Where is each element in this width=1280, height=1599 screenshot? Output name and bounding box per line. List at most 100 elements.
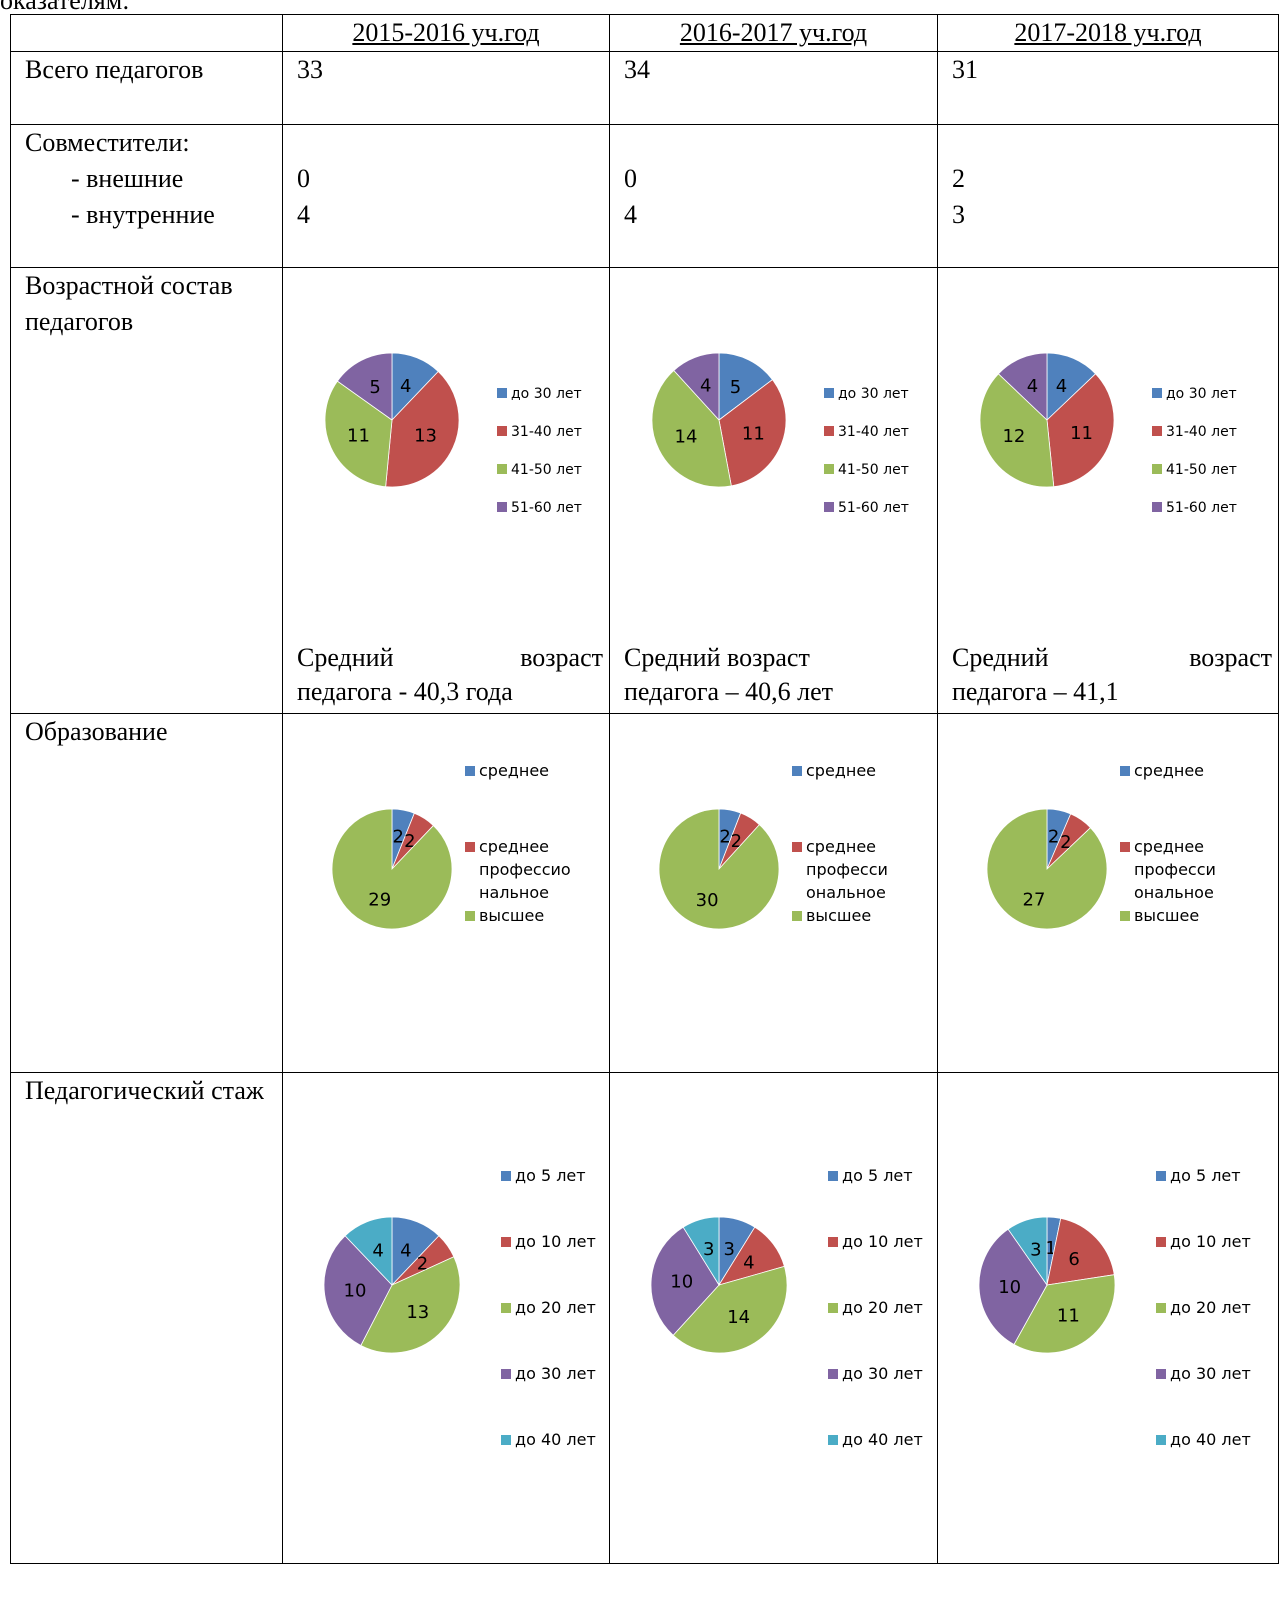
legend-label: среднее — [806, 761, 876, 780]
age-label: Возрастной состав педагогов — [10, 267, 283, 714]
data-label: 2 — [404, 831, 415, 852]
data-label: 1 — [1045, 1238, 1056, 1259]
exp-cell-3: 1 6 11 10 3 до 5 лет до 10 лет до 20 лет до 30 л… — [937, 1072, 1279, 1564]
legend-swatch — [501, 1369, 511, 1379]
exp-cell-2: 3 4 14 10 3 до 5 лет до 10 лет до 20 лет до 30 л… — [609, 1072, 938, 1564]
legend-swatch — [1156, 1237, 1166, 1247]
data-label: 13 — [406, 1302, 429, 1323]
pie-slice — [651, 369, 732, 488]
data-label: 10 — [344, 1280, 367, 1301]
edu-cell-1: 2 2 29 среднее среднее профессио нальное высшее — [282, 713, 610, 1073]
combo-external-1: 0 — [297, 164, 310, 193]
legend-swatch — [828, 1237, 838, 1247]
legend-label: до 5 лет — [842, 1166, 913, 1185]
age-chart-3: 4 11 12 4 до 30 лет 31-40 лет 41-50 лет 51-60 л… — [979, 352, 1237, 516]
header-year-1: 2015-2016 уч.год — [282, 14, 610, 52]
legend-swatch — [465, 766, 475, 776]
age-average-1-word2: возраст — [520, 643, 603, 672]
legend-label: высшее — [806, 906, 871, 925]
header-year-3-text: 2017-2018 уч.год — [1014, 18, 1202, 47]
intro-text: оказателям: — [0, 0, 130, 15]
legend-label: до 10 лет — [515, 1232, 596, 1251]
legend-label: до 30 лет — [842, 1364, 923, 1383]
exp-label: Педагогический стаж — [10, 1072, 283, 1564]
total-label: Всего педагогов — [10, 51, 283, 125]
legend-label: до 40 лет — [515, 1430, 596, 1449]
legend-swatch — [1152, 502, 1162, 512]
age-chart-2: 5 11 14 4 до 30 лет 31-40 лет 41-50 лет 51-60 л… — [651, 352, 909, 516]
edu-label: Образование — [10, 713, 283, 1073]
data-label: 4 — [700, 376, 711, 397]
pie-slice — [650, 1226, 720, 1336]
age-average-1-word1: Средний — [297, 643, 394, 672]
legend-swatch — [824, 426, 834, 436]
pie-slice — [323, 1235, 393, 1346]
pie-slice — [344, 1216, 393, 1286]
edu-chart-2: 2 2 30 среднее среднее професси ональное высшее — [658, 761, 888, 930]
legend-swatch — [1120, 766, 1130, 776]
data-label: 4 — [400, 1240, 411, 1261]
data-label: 10 — [670, 1272, 693, 1293]
legend-label: до 10 лет — [842, 1232, 923, 1251]
total-value-1: 33 — [282, 51, 610, 125]
pie-slice — [718, 379, 787, 487]
combo-external-label: - внешние — [71, 164, 184, 193]
header-year-1-text: 2015-2016 уч.год — [352, 18, 540, 47]
legend-label: высшее — [479, 906, 544, 925]
legend-label: до 30 лет — [515, 1364, 596, 1383]
age-cell-1: 4 13 11 5 до 30 лет 31-40 лет 41-50 лет 51-60 л… — [282, 267, 610, 714]
legend-label: до 30 лет — [1170, 1364, 1251, 1383]
data-label: 10 — [998, 1277, 1021, 1298]
edu-chart-1: 2 2 29 среднее среднее профессио нальное высшее — [331, 761, 571, 930]
age-average-1: Средний возраст педагога - 40,3 года — [297, 641, 603, 709]
legend-swatch — [828, 1303, 838, 1313]
combo-external-3: 2 — [952, 164, 965, 193]
header-row: 2015-2016 уч.год 2016-2017 уч.год 2017-2… — [10, 14, 1279, 52]
legend-label: до 20 лет — [1170, 1298, 1251, 1317]
data-label: 2 — [417, 1253, 428, 1274]
data-label: 2 — [1048, 827, 1059, 848]
data-label: 4 — [400, 376, 411, 397]
age-average-3-word2: возраст — [1189, 643, 1272, 672]
header-year-2-text: 2016-2017 уч.год — [679, 18, 868, 47]
legend-swatch — [497, 502, 507, 512]
legend-swatch — [501, 1237, 511, 1247]
pie-slice — [979, 373, 1055, 488]
data-label: 14 — [675, 426, 698, 447]
legend-swatch — [497, 426, 507, 436]
legend-swatch — [465, 842, 475, 852]
pie-slice — [718, 352, 774, 421]
legend-swatch — [1156, 1435, 1166, 1445]
legend-swatch — [1156, 1303, 1166, 1313]
legend-swatch — [792, 911, 802, 921]
data-label: 29 — [368, 890, 391, 911]
pie-slice — [986, 808, 1108, 930]
age-chart-1: 4 13 11 5 до 30 лет 31-40 лет 41-50 лет 51-60 л… — [324, 352, 582, 516]
pie-slice — [331, 808, 453, 930]
legend-label: 31-40 лет — [1166, 424, 1237, 440]
age-cell-2: 5 11 14 4 до 30 лет 31-40 лет 41-50 лет 51-60 л… — [609, 267, 938, 714]
legend-label: среднее — [1134, 761, 1204, 780]
data-label: 11 — [742, 423, 765, 444]
legend-swatch — [465, 911, 475, 921]
data-label: 3 — [724, 1239, 735, 1260]
data-label: 4 — [372, 1240, 383, 1261]
total-value-2: 34 — [609, 51, 938, 125]
data-label: 2 — [393, 827, 404, 848]
pie-slice — [997, 352, 1048, 421]
total-value-3: 31 — [937, 51, 1279, 125]
age-average-1-line2: педагога - 40,3 года — [297, 677, 513, 706]
combo-label: Совместители: — [25, 128, 190, 157]
header-year-3: 2017-2018 уч.год — [937, 14, 1279, 52]
pie-slice — [978, 1228, 1048, 1346]
data-label: 4 — [743, 1252, 754, 1273]
pie-slice — [1007, 1216, 1048, 1287]
combo-label-cell: Совместители: - внешние - внутренние — [10, 124, 283, 268]
legend-label: 41-50 лет — [838, 462, 909, 478]
pie-slice — [1013, 1274, 1116, 1354]
edu-chart-3: 2 2 27 среднее среднее професси ональное высшее — [986, 761, 1216, 930]
data-label: 11 — [347, 425, 370, 446]
legend-label: 51-60 лет — [838, 500, 909, 516]
legend-label: высшее — [1134, 906, 1199, 925]
